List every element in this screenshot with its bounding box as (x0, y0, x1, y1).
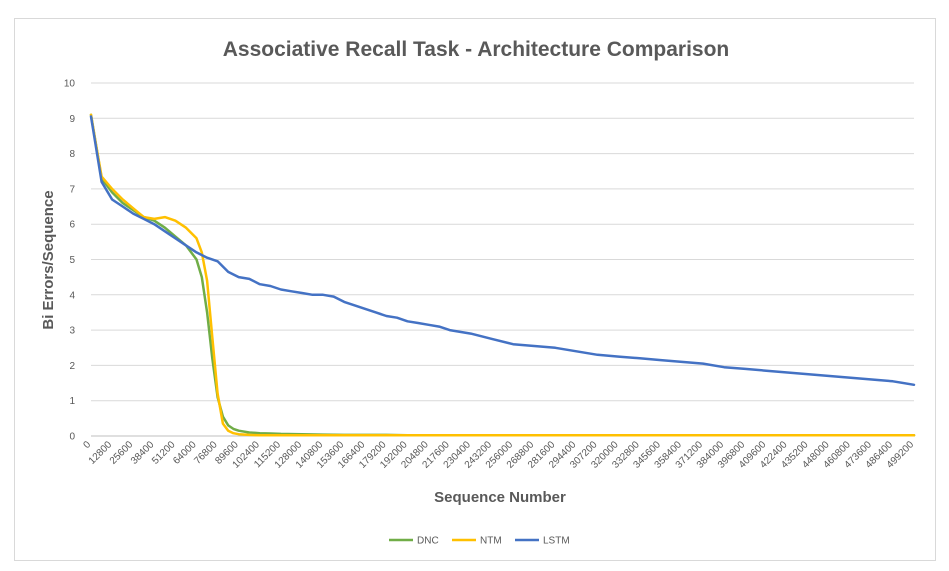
x-axis-ticks: 0128002560038400512006400076800896001024… (81, 439, 916, 471)
x-tick-label: 0 (81, 439, 93, 451)
legend-label-lstm: LSTM (543, 536, 570, 547)
chart-frame (14, 18, 936, 561)
x-axis-title: Sequence Number (434, 489, 566, 506)
y-tick-label: 10 (64, 79, 76, 90)
legend-label-ntm: NTM (480, 536, 502, 547)
y-tick-label: 4 (69, 290, 75, 301)
chart-title: Associative Recall Task - Architecture C… (223, 38, 730, 61)
y-tick-label: 5 (69, 255, 75, 266)
y-tick-label: 3 (69, 326, 75, 337)
legend: DNC NTM LSTM (389, 536, 570, 547)
legend-label-dnc: DNC (417, 536, 439, 547)
series-line-dnc (89, 113, 916, 437)
y-tick-label: 1 (69, 396, 75, 407)
y-axis-ticks: 0 1 2 3 4 5 6 7 8 9 10 (64, 79, 76, 443)
y-tick-label: 2 (69, 361, 75, 372)
y-tick-label: 7 (69, 184, 75, 195)
y-tick-label: 0 (69, 432, 75, 443)
series-lines (89, 113, 916, 437)
series-line-lstm (89, 115, 916, 387)
series-line-ntm (89, 113, 916, 437)
y-axis-title: Bi Errors/Sequence (40, 190, 57, 329)
y-tick-label: 9 (69, 114, 75, 125)
y-tick-label: 8 (69, 149, 75, 160)
y-tick-label: 6 (69, 220, 75, 231)
